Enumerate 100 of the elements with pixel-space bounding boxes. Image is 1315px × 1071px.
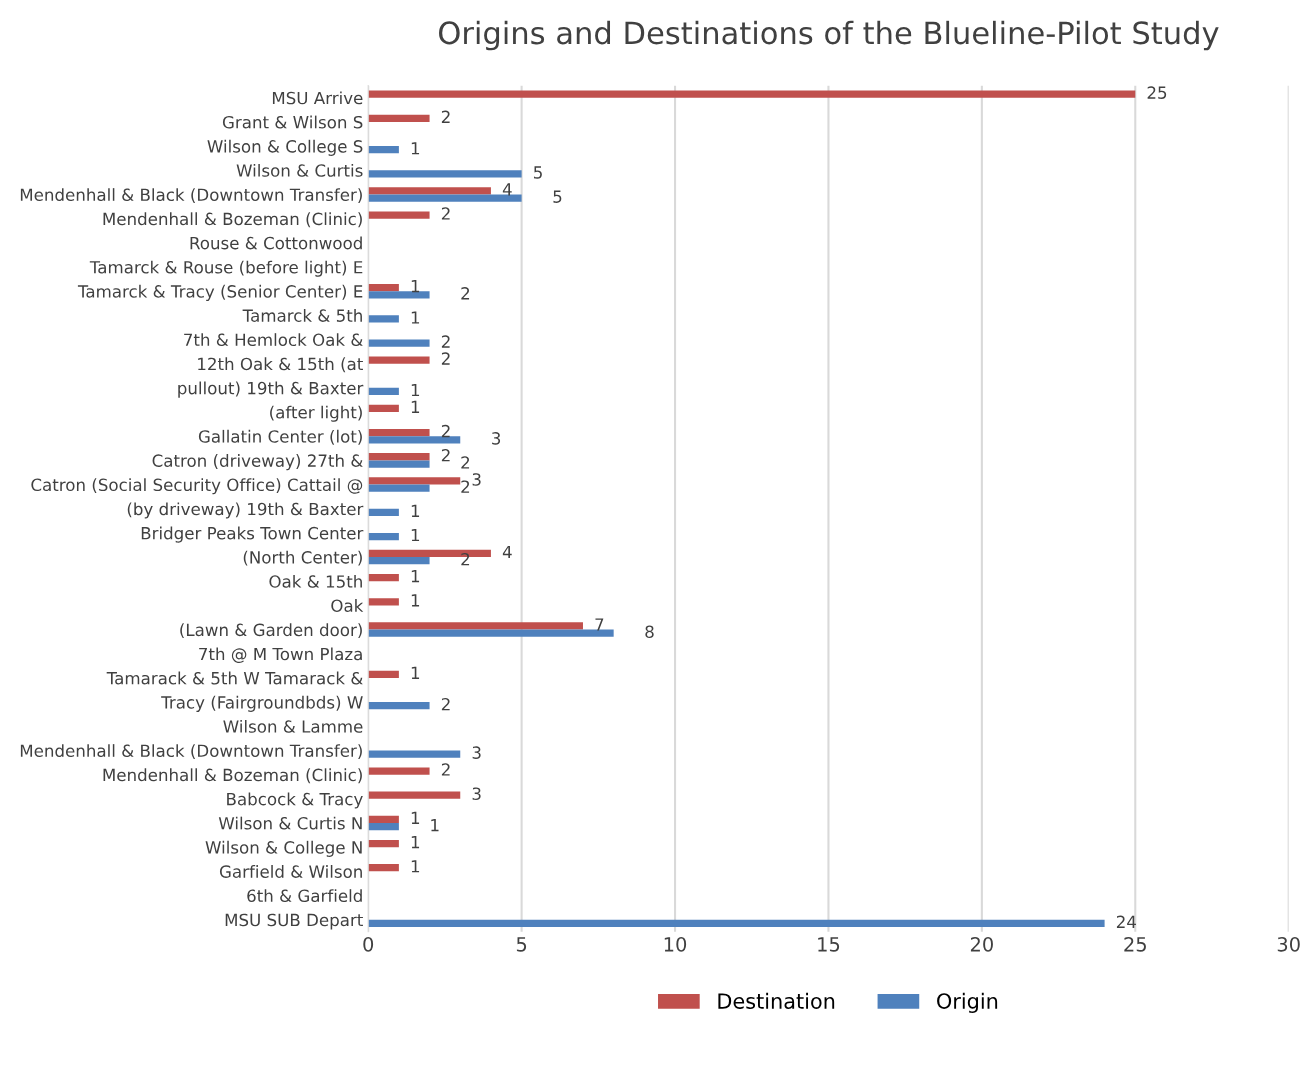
bar (368, 211, 430, 219)
bar (368, 404, 399, 413)
y-tick-label: Bridger Peaks Town Center (141, 526, 364, 543)
y-tick-label: Wilson & College S (207, 139, 363, 156)
y-tick-label: Mendenhall & Black (Downtown Transfer) (20, 188, 362, 203)
bar (368, 791, 461, 799)
y-tick-label: MSU Arrive (272, 91, 363, 105)
bar (368, 387, 399, 396)
y-tick-label: Rouse & Cottonwood (190, 236, 362, 250)
bar (368, 815, 399, 823)
y-tick-label: Tracy (Fairgroundbds) W (161, 695, 363, 712)
y-tick-label: MSU SUB Depart (225, 913, 363, 930)
y-tick-label: (by driveway) 19th & Baxter (127, 502, 364, 519)
data-label: 1 (411, 142, 420, 155)
bar (368, 436, 461, 444)
data-label: 2 (461, 287, 470, 300)
legend-label: Origin (937, 992, 998, 1013)
y-tick-label: (after light) (270, 405, 362, 422)
bar (368, 90, 1136, 98)
bar (368, 919, 1105, 927)
y-tick-label: Tamarack & 5th W Tamarack & (106, 671, 363, 685)
bar (368, 629, 614, 637)
data-label: 1 (411, 811, 420, 824)
y-tick-label: 12th Oak & 15th (at (198, 357, 363, 373)
data-label: 1 (411, 400, 420, 413)
bar (368, 484, 430, 492)
y-tick-label: 7th & Hemlock Oak & (184, 333, 363, 347)
data-label: 5 (534, 166, 542, 179)
y-tick-label: Tamarck & Rouse (before light) E (89, 260, 363, 277)
bar (368, 573, 399, 582)
bar (368, 283, 399, 292)
y-tick-label: Mendenhall & Black (Downtown Transfer) (20, 744, 362, 759)
y-tick-label: Garfield & Wilson (219, 865, 362, 878)
bar (368, 460, 430, 468)
bar (368, 822, 399, 831)
bar (368, 146, 399, 154)
bar (368, 532, 399, 541)
data-label: 4 (502, 545, 512, 559)
data-label: 1 (411, 383, 420, 397)
y-tick-label: Tamarck & Tracy (Senior Center) E (77, 284, 363, 301)
data-label: 8 (645, 625, 654, 639)
y-tick-label: Mendenhall & Bozeman (Clinic) (103, 212, 362, 228)
legend-label: Destination (718, 992, 835, 1009)
bar (368, 291, 430, 299)
data-label: 1 (411, 835, 420, 849)
data-label: 1 (431, 819, 439, 832)
y-tick-label: Catron (driveway) 27th & (152, 454, 363, 471)
bar (368, 356, 430, 364)
y-tick-label: Wilson & Lamme (223, 719, 363, 733)
data-label: 1 (411, 504, 420, 517)
x-tick-label: 30 (1277, 936, 1300, 952)
bar (368, 750, 461, 758)
y-tick-label: (North Center) (243, 550, 362, 566)
bar (368, 114, 430, 122)
bar (368, 864, 399, 872)
data-label: 3 (492, 432, 501, 445)
y-tick-label: Babcock & Tracy (227, 792, 363, 809)
data-label: 1 (411, 594, 420, 607)
x-tick-label: 25 (1124, 936, 1146, 952)
data-label: 1 (411, 279, 420, 293)
data-label: 2 (461, 480, 470, 493)
x-tick-label: 20 (970, 936, 993, 952)
bar (368, 557, 430, 565)
x-tick-label: 10 (664, 936, 687, 952)
y-tick-label: Wilson & Curtis N (218, 816, 362, 830)
data-label: 25 (1147, 86, 1167, 99)
data-label: 1 (411, 860, 420, 873)
bar (368, 767, 430, 775)
data-label: 2 (441, 763, 450, 776)
bar (368, 508, 399, 516)
y-tick-label: pullout) 19th & Baxter (178, 381, 364, 398)
data-label: 1 (411, 311, 420, 324)
y-tick-label: Oak & 15th (269, 574, 362, 588)
bar (368, 670, 399, 678)
bar (368, 315, 399, 323)
data-label: 2 (441, 207, 450, 220)
data-label: 7 (595, 618, 604, 631)
bar (368, 453, 430, 461)
data-label: 2 (441, 110, 450, 123)
data-label: 5 (553, 190, 562, 203)
chart-title: Origins and Destinations of the Blueline-Pilot Study (439, 20, 1219, 51)
bar (368, 839, 399, 848)
bar (368, 187, 491, 195)
data-label: 1 (411, 570, 420, 583)
bar (368, 622, 583, 630)
x-tick-label: 5 (516, 937, 527, 952)
y-tick-label: 6th & Garfield (247, 889, 362, 903)
data-label: 24 (1116, 915, 1136, 928)
data-label: 2 (441, 448, 450, 462)
data-label: 2 (461, 456, 470, 469)
x-tick-label: 15 (818, 937, 840, 952)
data-label: 4 (502, 183, 512, 196)
data-label: 3 (472, 787, 481, 801)
y-tick-label: Gallatin Center (lot) (198, 429, 362, 445)
bar (368, 598, 399, 606)
data-label: 2 (441, 352, 450, 365)
bar (368, 428, 430, 437)
bar (368, 339, 430, 347)
data-label: 2 (441, 335, 450, 348)
bar (368, 477, 461, 485)
